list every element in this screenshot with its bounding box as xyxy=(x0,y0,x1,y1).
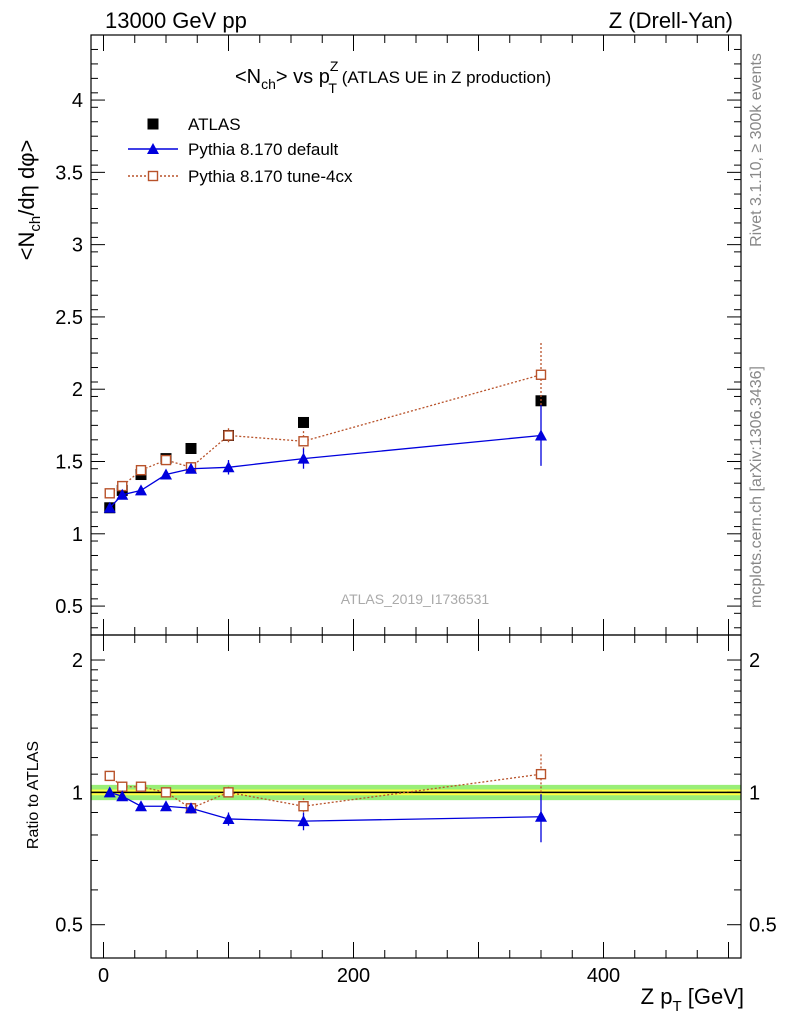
pythia-default-ratio-point xyxy=(160,800,172,812)
legend-label: Pythia 8.170 tune-4cx xyxy=(188,167,353,186)
main-title: <Nch> vs pZ T (ATLAS UE in Z production) xyxy=(235,58,551,96)
pythia-default-ratio-point xyxy=(222,812,235,824)
y-tick-label-ratio-right: 2 xyxy=(749,650,760,672)
tune-4cx-point xyxy=(223,430,234,441)
pythia-default-ratio-point xyxy=(116,790,129,802)
tune-4cx-ratio-point xyxy=(104,770,115,782)
tune-4cx-ratio-point xyxy=(223,787,234,798)
legend: ATLAS Pythia 8.170 default Pythia 8.170 tu… xyxy=(128,115,353,186)
pythia-default-ratio-point xyxy=(535,810,547,822)
pythia-default-point xyxy=(103,501,116,513)
pythia-default-line xyxy=(109,434,542,509)
tune-4cx-ratio-point xyxy=(160,787,172,798)
tune-4cx-point xyxy=(135,464,147,476)
tune-4cx-ratio-point xyxy=(117,781,128,792)
y-tick-label-ratio-right: 0.5 xyxy=(749,915,777,937)
legend-marker-atlas xyxy=(147,118,159,130)
pythia-default-point xyxy=(160,468,172,480)
pythia-default-point xyxy=(135,484,147,496)
y-axis-label-ratio: Ratio to ATLAS xyxy=(25,741,42,849)
tune-4cx-ratio-point xyxy=(135,781,147,792)
y-tick-label-main: 3.5 xyxy=(55,162,83,184)
pythia-default-point xyxy=(222,461,235,473)
pythia-default-point xyxy=(116,488,129,500)
y-tick-label-ratio: 2 xyxy=(72,650,83,672)
y-tick-label-main: 2 xyxy=(72,379,83,401)
pythia-default-ratio-point xyxy=(185,802,197,814)
header-left: 13000 GeV pp xyxy=(105,8,247,33)
tune-4cx-ratio-point xyxy=(535,768,547,780)
tune-4cx-point xyxy=(104,488,115,499)
pythia-default-ratio-point xyxy=(135,800,147,812)
legend-label: Pythia 8.170 default xyxy=(188,140,339,159)
pythia-default-ratio-point xyxy=(103,786,116,798)
legend-marker-default xyxy=(147,143,159,154)
y-tick-label-main: 1.5 xyxy=(55,452,83,474)
tune-4cx-point xyxy=(535,369,547,380)
tune-4cx-line xyxy=(109,374,542,494)
ratio-panel: 0 200 400 0.5 0.5 1 1 2 2 xyxy=(55,634,777,987)
atlas-data-point xyxy=(185,442,197,454)
y-axis-label-main: <Nch/dη dφ> xyxy=(14,140,44,261)
legend-label: ATLAS xyxy=(188,115,241,134)
pythia-default-point xyxy=(185,462,197,474)
pythia-default-ratio-point xyxy=(297,815,310,827)
y-tick-label-main: 0.5 xyxy=(55,596,83,618)
tune-4cx-point xyxy=(160,454,172,466)
y-tick-label-ratio-right: 1 xyxy=(749,782,760,804)
pythia-default-point xyxy=(535,429,547,441)
legend-marker-tune xyxy=(147,170,159,182)
x-axis-label: Z pT [GeV] xyxy=(641,984,744,1015)
pythia-default-point xyxy=(297,452,310,464)
side-text-top: Rivet 3.1.10, ≥ 300k events xyxy=(748,53,765,247)
x-tick-label: 400 xyxy=(587,965,620,987)
y-tick-label-ratio: 0.5 xyxy=(55,915,83,937)
tune-4cx-ratio-point xyxy=(298,801,309,812)
tune-4cx-point xyxy=(298,436,309,447)
y-tick-label-main: 2.5 xyxy=(55,307,83,329)
y-tick-label-main: 3 xyxy=(72,235,83,257)
side-text-bottom: mcplots.cern.ch [arXiv:1306.3436] xyxy=(748,366,765,608)
x-tick-label: 0 xyxy=(98,965,109,987)
x-tick-label: 200 xyxy=(337,965,370,987)
y-tick-label-main: 4 xyxy=(72,90,83,112)
y-tick-label-ratio: 1 xyxy=(72,782,83,804)
y-tick-label-main: 1 xyxy=(72,524,83,546)
atlas-data-point xyxy=(298,416,309,428)
header-right: Z (Drell-Yan) xyxy=(609,8,733,33)
watermark: ATLAS_2019_I1736531 xyxy=(341,591,490,607)
